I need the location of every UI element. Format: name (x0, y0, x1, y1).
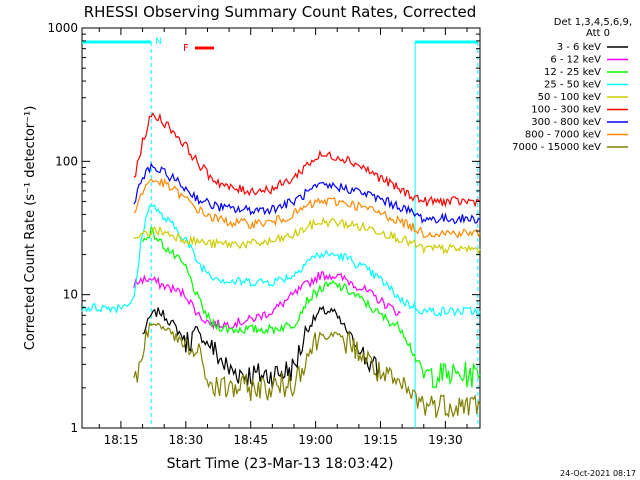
legend-entry-label: 6 - 12 keV (550, 55, 601, 66)
legend-entry-label: 7000 - 15000 keV (512, 142, 601, 153)
series-line (133, 112, 481, 208)
legend-entry-label: 100 - 300 keV (531, 105, 601, 116)
y-axis-label: Corrected Count Rate (s⁻¹ detector⁻¹) (23, 106, 38, 351)
legend-entry-label: 800 - 7000 keV (525, 130, 601, 141)
series-layer (81, 112, 481, 419)
timestamp: 24-Oct-2021 08:17 (560, 469, 636, 478)
ticks-layer: 18:15 18:30 18:45 19:00 19:15 19:30 1 10 100 1000 (47, 21, 480, 447)
x-tick-label: 18:30 (169, 433, 204, 447)
x-axis-label: Start Time (23-Mar-13 18:03:42) (167, 456, 394, 472)
series-line (133, 321, 481, 419)
x-tick-label: 19:30 (428, 433, 463, 447)
chart-title: RHESSI Observing Summary Count Rates, Co… (84, 3, 477, 21)
series-line (133, 216, 481, 255)
night-label: N (155, 37, 162, 47)
y-tick-label: 10 (63, 288, 78, 302)
legend-entry-label: 12 - 25 keV (544, 67, 601, 78)
series-line (133, 162, 481, 225)
x-tick-label: 19:15 (363, 433, 398, 447)
legend-header: Det 1,3,4,5,6,9, (554, 17, 632, 28)
series-line (133, 271, 401, 331)
y-tick-label: 1000 (47, 21, 78, 35)
series-line (133, 178, 481, 239)
series-line (142, 305, 380, 389)
legend-entry-label: 3 - 6 keV (557, 42, 601, 53)
y-tick-label: 100 (55, 154, 78, 168)
legend: Det 1,3,4,5,6,9,Att 0 3 - 6 keV 6 - 12 keV… (512, 17, 632, 153)
legend-entry-label: 50 - 100 keV (538, 92, 602, 103)
x-tick-label: 18:15 (104, 433, 139, 447)
legend-entry-label: 300 - 800 keV (531, 117, 601, 128)
series-line (142, 226, 481, 389)
x-tick-label: 19:00 (298, 433, 333, 447)
x-tick-label: 18:45 (233, 433, 268, 447)
legend-header: Att 0 (586, 28, 610, 39)
legend-entry-label: 25 - 50 keV (544, 80, 601, 91)
plot-frame (81, 27, 481, 429)
series-line (81, 203, 481, 318)
y-tick-label: 1 (70, 421, 78, 435)
flare-flag-label: F (183, 43, 189, 54)
